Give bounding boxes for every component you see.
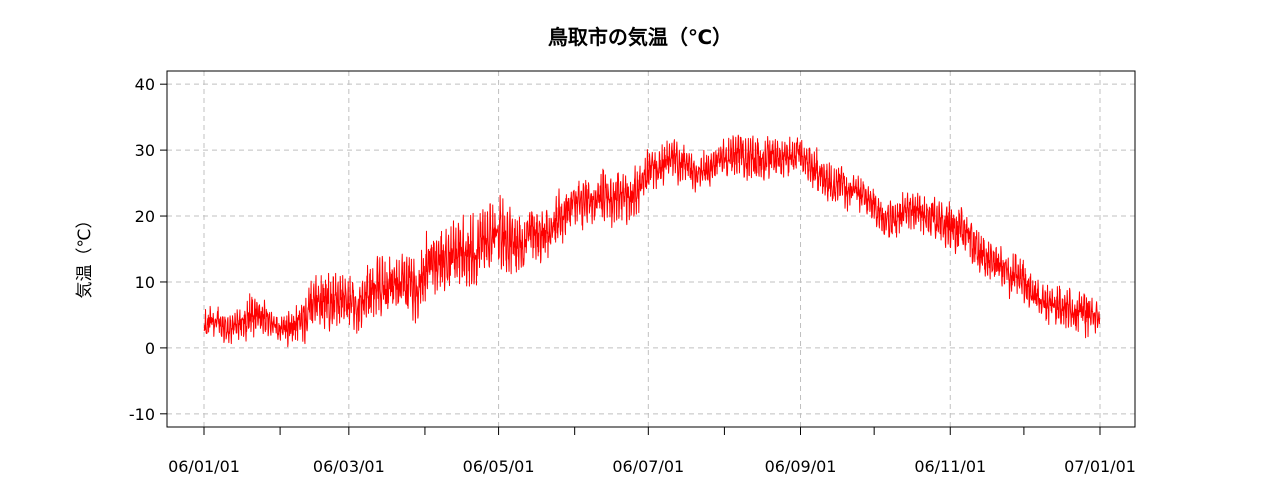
x-axis: 06/01/01 06/03/01 06/05/01 06/07/01 06/09/01… xyxy=(168,427,1136,476)
x-tick-label: 06/11/01 xyxy=(914,457,986,476)
y-tick-label: 30 xyxy=(135,141,155,160)
plot-frame xyxy=(166,70,1136,428)
x-tick-label: 06/09/01 xyxy=(765,457,837,476)
y-axis-title: 気温（℃） xyxy=(75,211,95,298)
x-tick-label: 06/05/01 xyxy=(463,457,535,476)
y-tick-label: 10 xyxy=(135,273,155,292)
y-axis: -10 0 10 20 30 40 xyxy=(129,75,167,424)
y-tick-label: 0 xyxy=(145,339,155,358)
temperature-series-line xyxy=(203,134,1101,348)
grid-lines xyxy=(167,71,1135,427)
chart-title: 鳥取市の気温（℃） xyxy=(548,25,732,49)
x-tick-label: 06/01/01 xyxy=(168,457,240,476)
y-tick-label: 40 xyxy=(135,75,155,94)
series-layer xyxy=(203,134,1101,348)
x-tick-label: 06/07/01 xyxy=(612,457,684,476)
x-tick-label: 06/03/01 xyxy=(313,457,385,476)
y-tick-label: 20 xyxy=(135,207,155,226)
y-tick-label: -10 xyxy=(129,405,155,424)
x-tick-label: 07/01/01 xyxy=(1064,457,1136,476)
